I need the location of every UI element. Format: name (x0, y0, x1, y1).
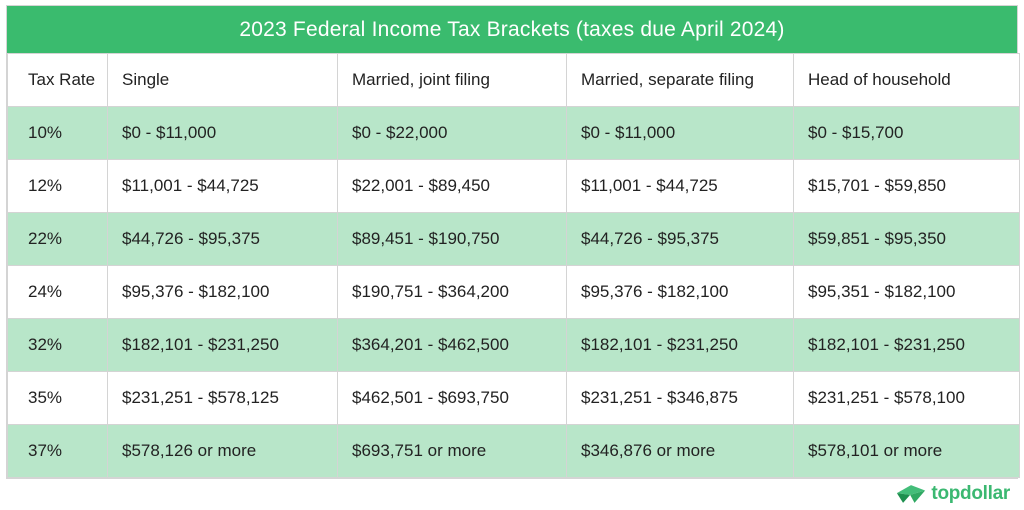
table-row: 24% $95,376 - $182,100 $190,751 - $364,200… (7, 265, 1020, 319)
bracket-range-cell: $15,701 - $59,850 (793, 159, 1020, 213)
bracket-range-cell: $59,851 - $95,350 (793, 212, 1020, 266)
column-header-married-joint: Married, joint filing (337, 53, 567, 107)
bracket-range-cell: $89,451 - $190,750 (337, 212, 567, 266)
footer: topdollar (0, 477, 1024, 510)
tax-rate-cell: 24% (7, 265, 108, 319)
table-row: 10% $0 - $11,000 $0 - $22,000 $0 - $11,000 $… (7, 106, 1020, 160)
tax-rate-cell: 35% (7, 371, 108, 425)
bracket-range-cell: $346,876 or more (566, 424, 794, 478)
bracket-range-cell: $231,251 - $346,875 (566, 371, 794, 425)
tax-rate-cell: 37% (7, 424, 108, 478)
table-row: 37% $578,126 or more $693,751 or more $346,… (7, 424, 1020, 478)
tax-brackets-table: Tax Rate Single Married, joint filing Ma… (7, 53, 1020, 478)
table-row: 32% $182,101 - $231,250 $364,201 - $462,50… (7, 318, 1020, 372)
bracket-range-cell: $95,351 - $182,100 (793, 265, 1020, 319)
table-panel: 2023 Federal Income Tax Brackets (taxes … (6, 5, 1020, 479)
tax-rate-cell: 22% (7, 212, 108, 266)
tax-rate-cell: 12% (7, 159, 108, 213)
bracket-range-cell: $364,201 - $462,500 (337, 318, 567, 372)
bracket-range-cell: $231,251 - $578,125 (107, 371, 338, 425)
column-header-single: Single (107, 53, 338, 107)
topdollar-logo-text: topdollar (931, 482, 1010, 504)
tax-rate-cell: 32% (7, 318, 108, 372)
bracket-range-cell: $95,376 - $182,100 (566, 265, 794, 319)
bracket-range-cell: $11,001 - $44,725 (107, 159, 338, 213)
bracket-range-cell: $0 - $11,000 (566, 106, 794, 160)
column-header-head-of-household: Head of household (793, 53, 1020, 107)
bracket-range-cell: $44,726 - $95,375 (566, 212, 794, 266)
bracket-range-cell: $95,376 - $182,100 (107, 265, 338, 319)
bracket-range-cell: $0 - $22,000 (337, 106, 567, 160)
header-row: Tax Rate Single Married, joint filing Ma… (7, 53, 1020, 107)
bracket-range-cell: $11,001 - $44,725 (566, 159, 794, 213)
table-row: 22% $44,726 - $95,375 $89,451 - $190,750 $4… (7, 212, 1020, 266)
bracket-range-cell: $231,251 - $578,100 (793, 371, 1020, 425)
bracket-range-cell: $578,101 or more (793, 424, 1020, 478)
bracket-range-cell: $693,751 or more (337, 424, 567, 478)
bracket-range-cell: $182,101 - $231,250 (566, 318, 794, 372)
bracket-range-cell: $0 - $11,000 (107, 106, 338, 160)
table-row: 35% $231,251 - $578,125 $462,501 - $693,75… (7, 371, 1020, 425)
table-title: 2023 Federal Income Tax Brackets (taxes … (7, 6, 1017, 53)
bracket-range-cell: $578,126 or more (107, 424, 338, 478)
bracket-range-cell: $44,726 - $95,375 (107, 212, 338, 266)
bracket-range-cell: $0 - $15,700 (793, 106, 1020, 160)
topdollar-logo: topdollar (896, 483, 1010, 505)
bracket-range-cell: $22,001 - $89,450 (337, 159, 567, 213)
topdollar-arrow-icon (897, 484, 926, 503)
table-row: 12% $11,001 - $44,725 $22,001 - $89,450 $11… (7, 159, 1020, 213)
bracket-range-cell: $182,101 - $231,250 (793, 318, 1020, 372)
tax-rate-cell: 10% (7, 106, 108, 160)
column-header-married-separate: Married, separate filing (566, 53, 794, 107)
bracket-range-cell: $182,101 - $231,250 (107, 318, 338, 372)
column-header-tax-rate: Tax Rate (7, 53, 108, 107)
bracket-range-cell: $462,501 - $693,750 (337, 371, 567, 425)
bracket-range-cell: $190,751 - $364,200 (337, 265, 567, 319)
table-body: 10% $0 - $11,000 $0 - $22,000 $0 - $11,000 $… (7, 106, 1020, 478)
